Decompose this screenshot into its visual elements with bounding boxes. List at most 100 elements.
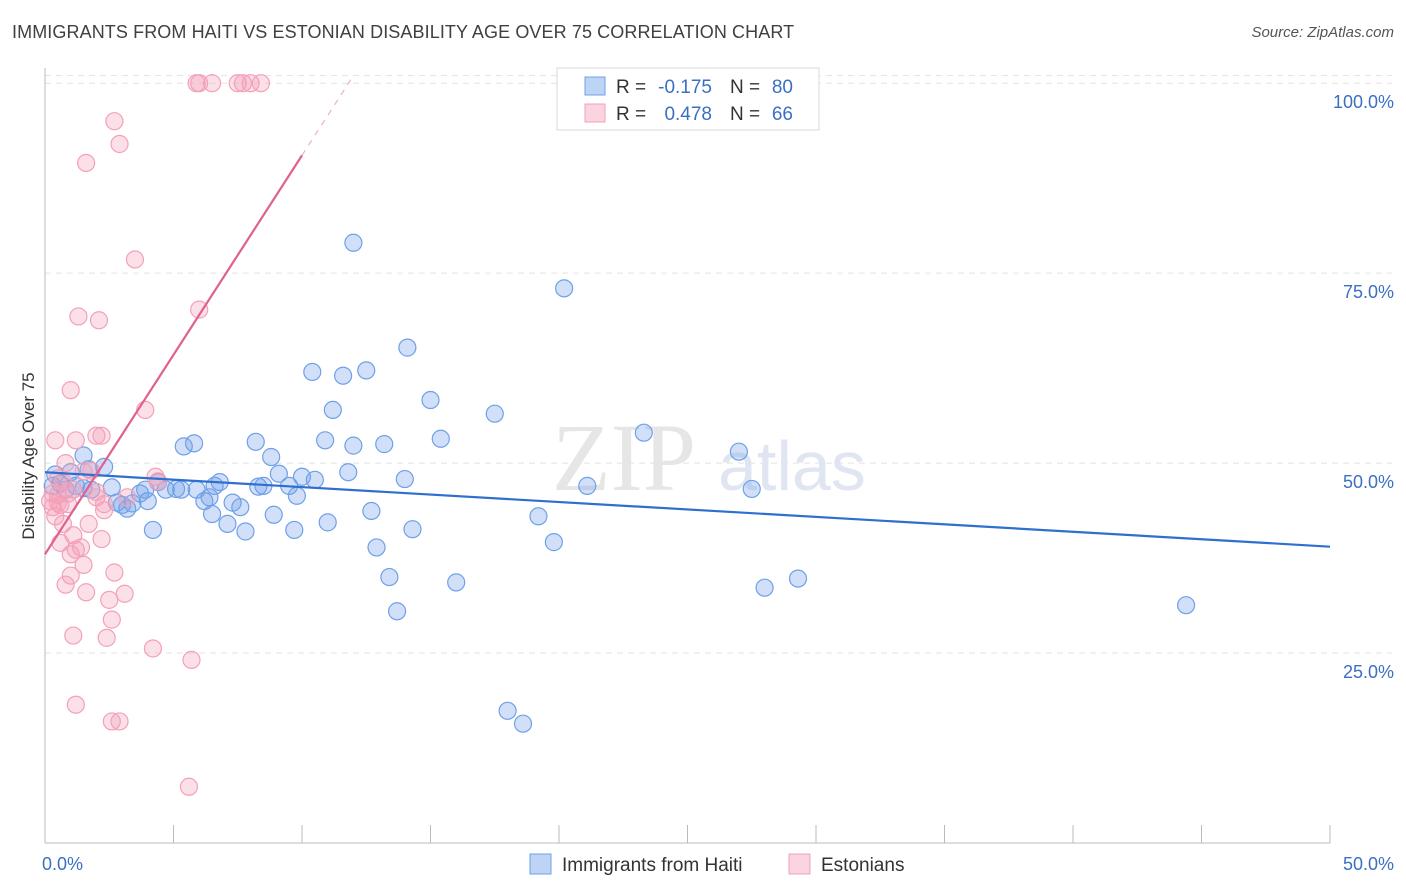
data-point	[190, 300, 209, 319]
data-point	[77, 583, 96, 602]
data-point	[69, 307, 88, 326]
data-point	[367, 538, 386, 557]
data-point	[513, 714, 533, 733]
data-point	[66, 431, 85, 450]
data-point	[403, 520, 422, 539]
data-point	[251, 74, 270, 93]
data-point	[179, 777, 199, 796]
data-point	[118, 488, 137, 507]
data-point	[339, 463, 358, 482]
data-point	[755, 578, 774, 597]
data-point	[74, 446, 93, 465]
data-point	[56, 453, 75, 473]
trend-line-1	[44, 154, 303, 555]
data-point	[380, 567, 399, 587]
data-point	[498, 701, 517, 720]
data-point	[202, 74, 222, 93]
legend-n-label: N =	[730, 104, 760, 125]
data-point	[634, 423, 653, 442]
data-point	[105, 563, 124, 582]
trend-lines	[44, 75, 1331, 555]
data-point	[148, 472, 168, 491]
data-point	[1176, 596, 1196, 615]
data-point	[64, 480, 83, 499]
data-point	[46, 431, 65, 450]
data-point	[64, 626, 83, 645]
data-point	[555, 279, 574, 298]
y-axis-label: Disability Age Over 75	[19, 372, 38, 539]
data-point	[46, 507, 65, 526]
data-point	[387, 602, 407, 621]
data-point	[395, 469, 414, 489]
legend-n-value: 80	[772, 77, 793, 98]
data-point	[264, 505, 283, 524]
y-tick-label: 100.0%	[1333, 92, 1394, 112]
data-point	[110, 712, 129, 731]
data-point	[334, 366, 353, 385]
series-legend[interactable]: Immigrants from Haiti Estonians	[529, 853, 904, 876]
data-point	[485, 404, 504, 423]
data-point	[174, 437, 193, 456]
legend-series-swatch-1	[788, 853, 811, 875]
stats-legend: R = -0.175 N = 80 R = 0.478 N = 66	[556, 67, 820, 131]
data-point	[233, 74, 252, 93]
series-points-1	[41, 74, 270, 796]
x-tick-label: 0.0%	[42, 854, 83, 874]
data-point	[61, 566, 80, 585]
data-point	[344, 436, 363, 455]
y-axis-label-group: Disability Age Over 75	[19, 372, 38, 539]
data-point	[316, 431, 335, 450]
data-point	[742, 479, 761, 499]
data-point	[71, 538, 91, 557]
data-point	[398, 338, 417, 357]
legend-n-label: N =	[730, 77, 760, 98]
data-point	[100, 590, 119, 609]
data-point	[92, 529, 111, 549]
x-tick-label: 50.0%	[1343, 854, 1394, 874]
legend-swatch-0	[584, 76, 606, 96]
data-point	[102, 478, 121, 497]
data-point	[544, 533, 563, 552]
data-point	[285, 520, 304, 540]
data-point	[138, 491, 157, 511]
legend-series-name-1: Estonians	[821, 855, 904, 876]
data-point	[92, 426, 111, 445]
data-point	[95, 495, 114, 514]
data-point	[231, 498, 250, 517]
data-point	[218, 514, 237, 533]
data-point	[61, 381, 80, 400]
data-point	[303, 362, 322, 382]
data-point	[87, 426, 106, 445]
data-point	[125, 250, 145, 269]
data-point	[143, 520, 163, 540]
data-point	[529, 507, 548, 526]
data-point	[431, 429, 450, 448]
legend-series-name-0: Immigrants from Haiti	[562, 855, 743, 876]
legend-r-value: 0.478	[664, 104, 712, 125]
watermark-zip: ZIP	[552, 404, 696, 511]
data-point	[97, 628, 116, 647]
data-point	[323, 400, 342, 420]
data-point	[48, 493, 67, 512]
data-point	[246, 432, 265, 451]
data-point	[788, 569, 808, 588]
trend-line-0	[44, 471, 1331, 548]
data-point	[357, 361, 376, 380]
legend-series-swatch-0	[529, 853, 552, 875]
data-point	[110, 134, 129, 154]
legend-swatch-1	[584, 103, 606, 123]
data-point	[182, 650, 201, 669]
data-point	[82, 461, 101, 480]
data-point	[305, 470, 324, 489]
data-point	[729, 442, 749, 461]
data-point	[344, 233, 363, 252]
data-point	[287, 486, 306, 505]
axes: 25.0% 50.0% 75.0% 100.0% 0.0% 50.0%	[42, 68, 1394, 874]
data-point	[74, 555, 93, 575]
y-tick-label: 25.0%	[1343, 662, 1394, 682]
data-point	[421, 390, 440, 410]
data-point	[172, 480, 191, 499]
data-point	[102, 610, 121, 629]
data-point	[578, 476, 597, 495]
